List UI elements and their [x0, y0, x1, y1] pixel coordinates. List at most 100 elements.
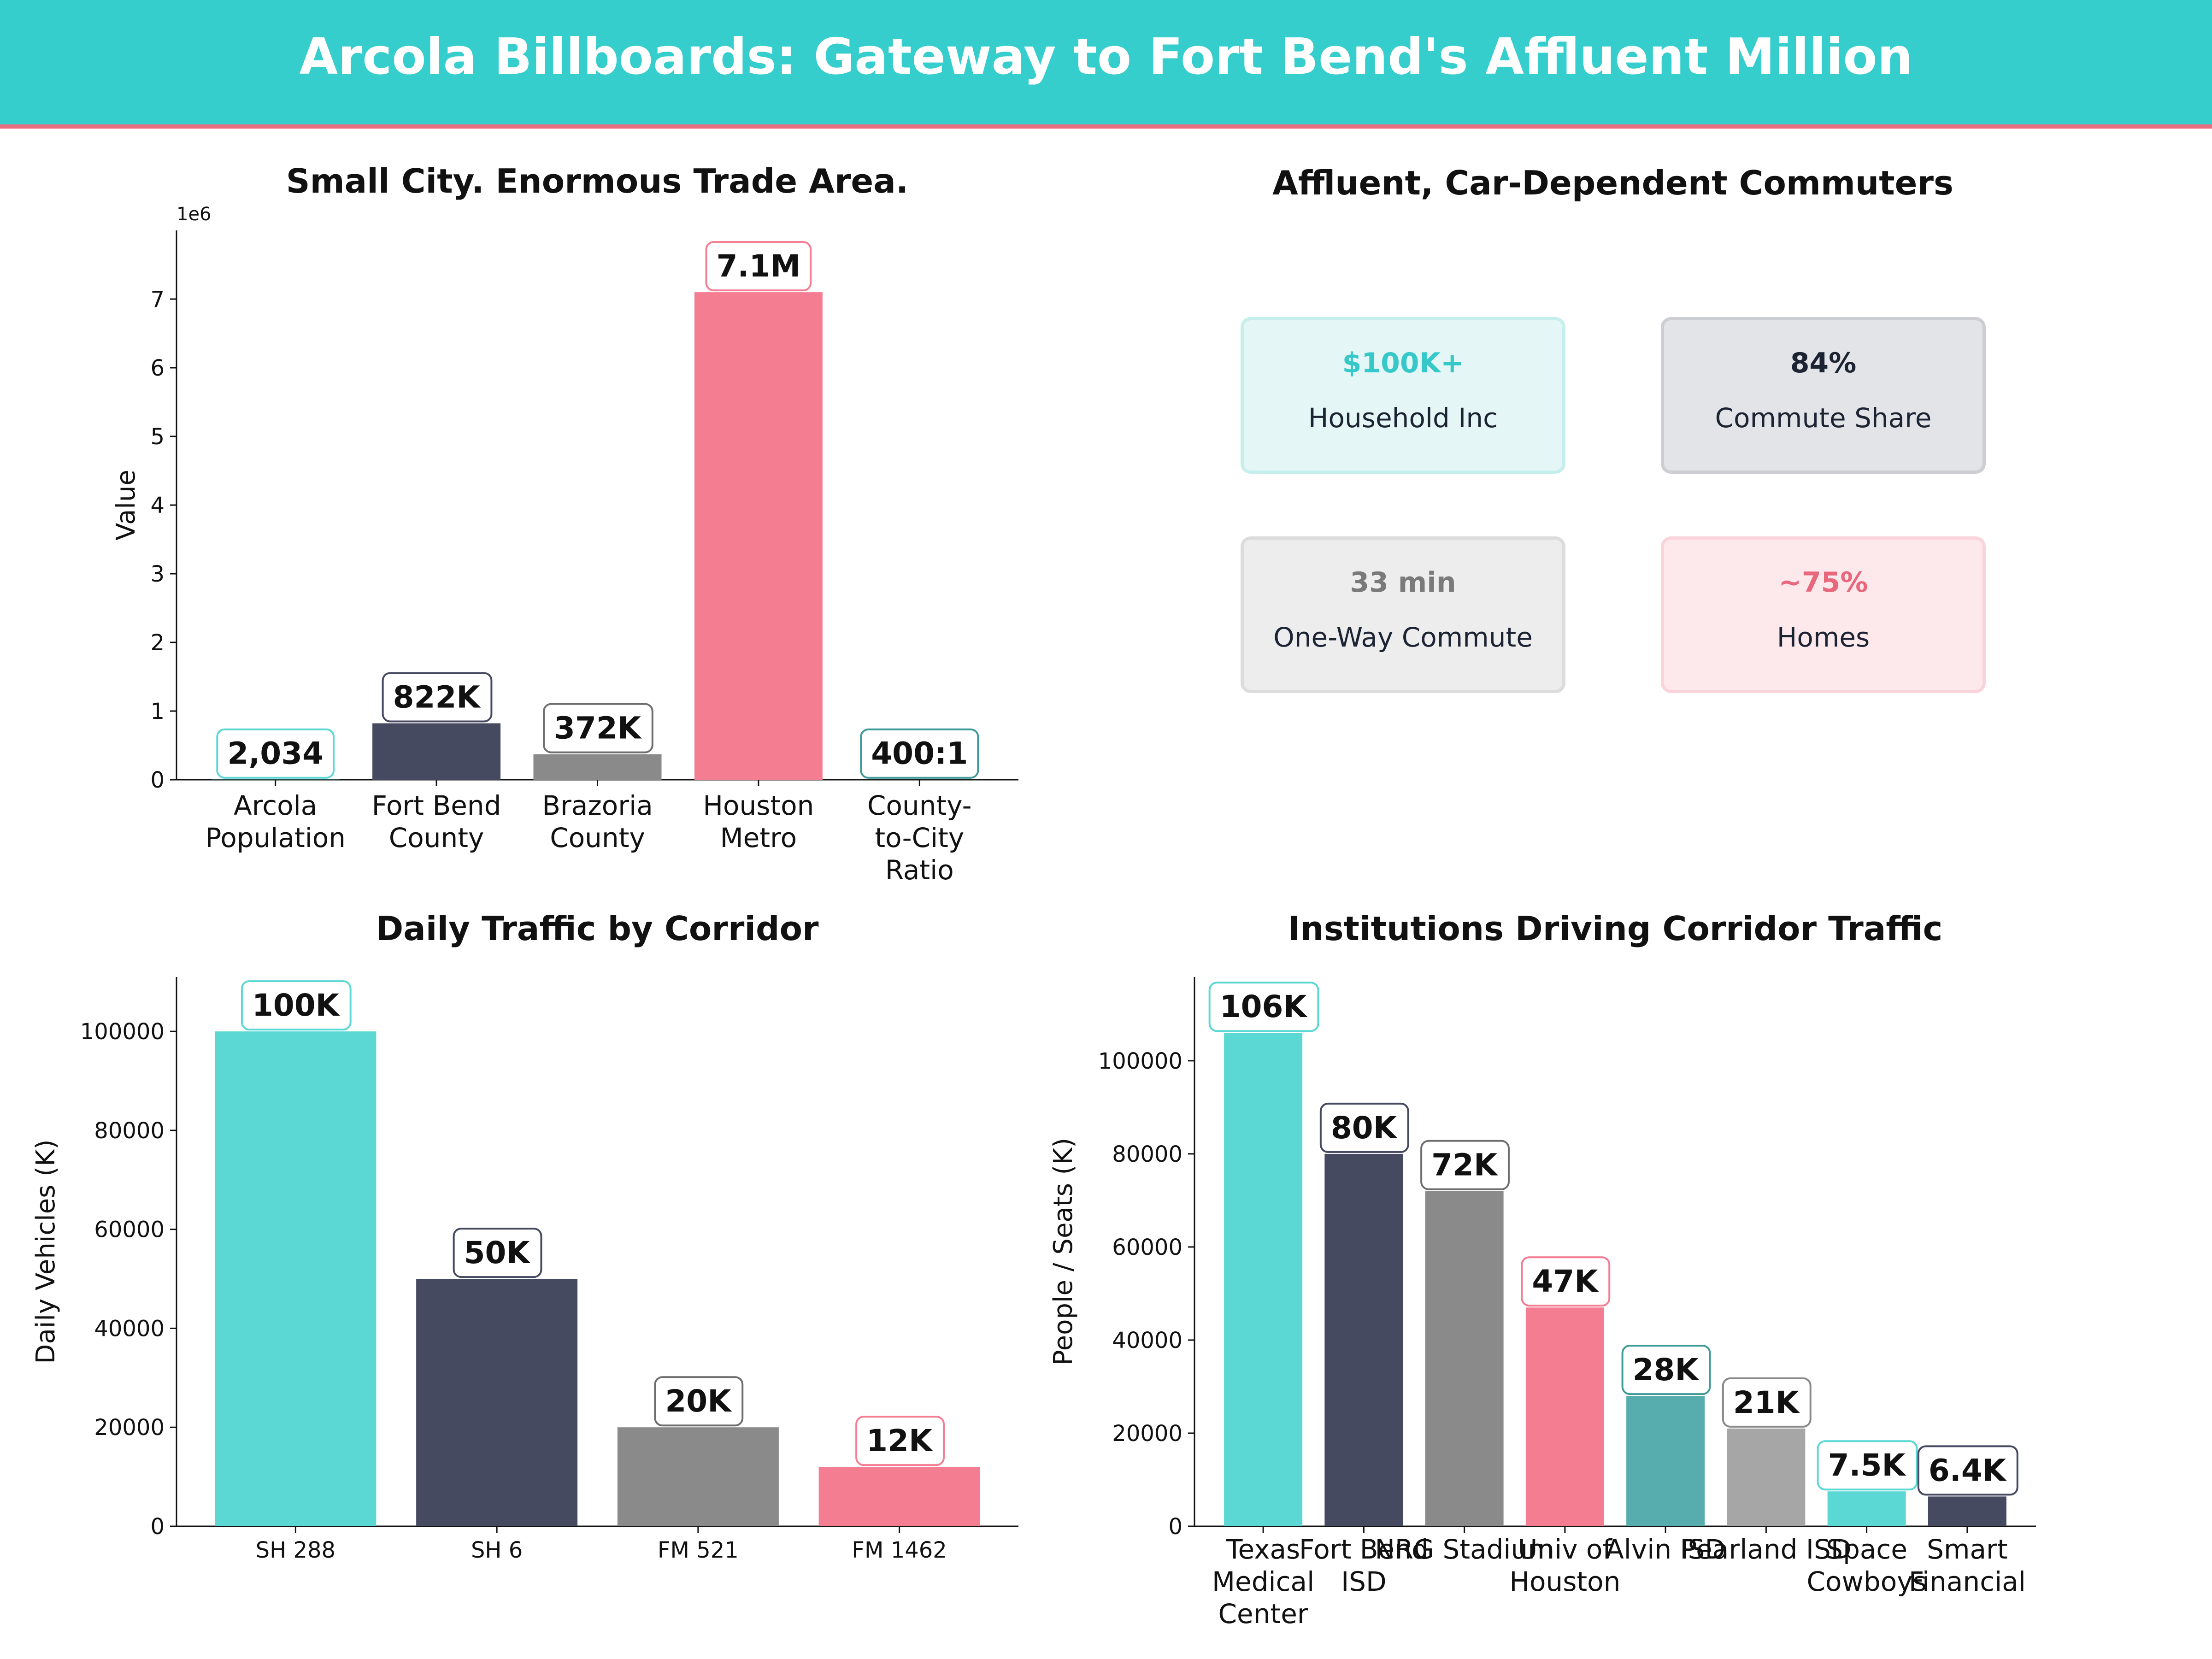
kpi-value: ~75%	[1778, 566, 1868, 599]
kpi-card-one-way-commute: 33 min One-Way Commute	[1241, 536, 1565, 693]
y-tick-label: 100000	[80, 1019, 165, 1045]
kpi-card-homes: ~75% Homes	[1661, 536, 1986, 693]
chart-2: Daily Traffic by Corridor 0 20000 40000 6000…	[31, 909, 1018, 1563]
bar	[617, 1427, 779, 1526]
y-tick-label: 0	[150, 1514, 165, 1540]
data-label: 28K	[1633, 1352, 1700, 1388]
chart-title: Institutions Driving Corridor Traffic	[1288, 909, 1943, 948]
chart-3: Institutions Driving Corridor Traffic 0 20…	[1048, 909, 2036, 1630]
y-tick-label: 60000	[94, 1217, 165, 1243]
kpi-value: 33 min	[1350, 566, 1456, 599]
kpi-card-commute-share: 84% Commute Share	[1661, 317, 1986, 474]
y-tick-label: 80000	[1112, 1141, 1182, 1167]
x-tick-label: Fort Bend County	[372, 790, 501, 853]
data-label-box	[216, 728, 335, 779]
bar	[372, 723, 501, 780]
y-tick-label: 40000	[1112, 1328, 1182, 1353]
x-tick-label: Texas Medical Center	[1212, 1534, 1314, 1630]
data-label: 822K	[393, 680, 482, 715]
data-label-box	[860, 728, 979, 779]
header-banner: Arcola Billboards: Gateway to Fort Bend'…	[0, 0, 2212, 129]
data-label: 20K	[665, 1383, 732, 1419]
y-tick-label: 80000	[94, 1118, 165, 1144]
x-tick-label: Houston Metro	[703, 790, 814, 853]
x-tick-label: Pearland ISD	[1681, 1534, 1851, 1565]
bar	[533, 754, 662, 780]
x-tick-label: FM 521	[658, 1537, 739, 1563]
data-label-box	[1722, 1377, 1812, 1428]
x-tick-label: Fort Bend ISD	[1299, 1534, 1429, 1597]
data-label-box	[855, 1416, 945, 1466]
y-axis-label: Value	[111, 470, 141, 541]
y-tick-label: 60000	[1112, 1235, 1182, 1260]
kpi-label: Homes	[1777, 622, 1870, 653]
bar	[1224, 1033, 1303, 1526]
data-label-box	[241, 980, 352, 1031]
data-label: 372K	[554, 711, 642, 746]
data-label-box	[453, 1228, 542, 1278]
x-tick-label: County-to-City Ratio	[867, 790, 971, 886]
data-label: 7.1M	[717, 248, 801, 284]
bar	[215, 1031, 377, 1526]
data-label-box	[1521, 1256, 1611, 1307]
bar	[1928, 1496, 2006, 1526]
x-tick-label: Smart Financial	[1909, 1534, 2026, 1597]
y-tick-label: 20000	[1112, 1421, 1182, 1447]
y-tick-label: 7	[150, 287, 165, 312]
y-tick-label: 0	[1168, 1514, 1182, 1540]
data-label: 7.5K	[1828, 1447, 1907, 1483]
data-label: 106K	[1220, 989, 1308, 1024]
x-tick-label: NRG Stadium	[1375, 1534, 1553, 1565]
y-tick-label: 3	[150, 561, 165, 587]
data-label-box	[705, 241, 812, 292]
y-tick-label: 20000	[94, 1415, 165, 1441]
x-tick-label: Alvin ISD	[1606, 1534, 1725, 1565]
bar	[416, 1279, 578, 1526]
data-label: 2,034	[227, 736, 324, 771]
kpi-panel: Affluent, Car-Dependent Commuters	[1106, 164, 2120, 202]
y-tick-label: 2	[150, 630, 165, 656]
data-label: 80K	[1331, 1110, 1398, 1146]
bar	[1827, 1491, 1906, 1526]
page-title: Arcola Billboards: Gateway to Fort Bend'…	[299, 28, 1913, 86]
data-label: 400:1	[871, 736, 968, 771]
bar	[694, 292, 823, 780]
bar	[1626, 1396, 1705, 1526]
x-tick-label: Space Cowboys	[1806, 1534, 1926, 1597]
x-tick-label: Brazoria County	[542, 790, 653, 853]
bar	[1324, 1153, 1403, 1526]
kpi-label: Commute Share	[1715, 402, 1932, 434]
data-label-box	[1319, 1102, 1409, 1153]
bar	[818, 1467, 980, 1526]
y-tick-label: 4	[150, 493, 165, 518]
data-label: 21K	[1733, 1385, 1800, 1420]
y-offset-text: 1e6	[176, 204, 212, 225]
bar	[1727, 1428, 1806, 1526]
kpi-value: 84%	[1790, 347, 1857, 379]
x-tick-label: SH 6	[471, 1537, 523, 1563]
data-label-box	[1208, 982, 1319, 1032]
y-tick-label: 5	[150, 424, 165, 450]
y-axis-label: Daily Vehicles (K)	[31, 1139, 61, 1364]
kpi-panel-title: Affluent, Car-Dependent Commuters	[1272, 164, 1953, 202]
data-label: 6.4K	[1929, 1453, 2007, 1488]
y-axis-label: People / Seats (K)	[1048, 1138, 1078, 1365]
y-tick-label: 0	[150, 767, 165, 793]
bar	[1425, 1191, 1504, 1526]
data-label-box	[382, 672, 493, 723]
kpi-label: Household Inc	[1308, 402, 1498, 434]
y-tick-label: 1	[150, 699, 165, 724]
chart-1: Small City. Enormous Trade Area. 0 1 2 3 4 5 6 7…	[111, 162, 1018, 886]
data-label: 12K	[866, 1423, 934, 1459]
x-tick-label: Univ of Houston	[1509, 1534, 1620, 1597]
x-tick-label: FM 1462	[852, 1537, 947, 1563]
data-label-box	[1621, 1345, 1711, 1395]
data-label-box	[1817, 1440, 1918, 1491]
data-label-box	[543, 703, 653, 753]
chart-title: Daily Traffic by Corridor	[376, 909, 819, 948]
y-tick-label: 100000	[1098, 1048, 1182, 1074]
data-label: 47K	[1532, 1264, 1599, 1299]
data-label: 100K	[252, 988, 341, 1023]
data-label: 72K	[1431, 1147, 1499, 1183]
